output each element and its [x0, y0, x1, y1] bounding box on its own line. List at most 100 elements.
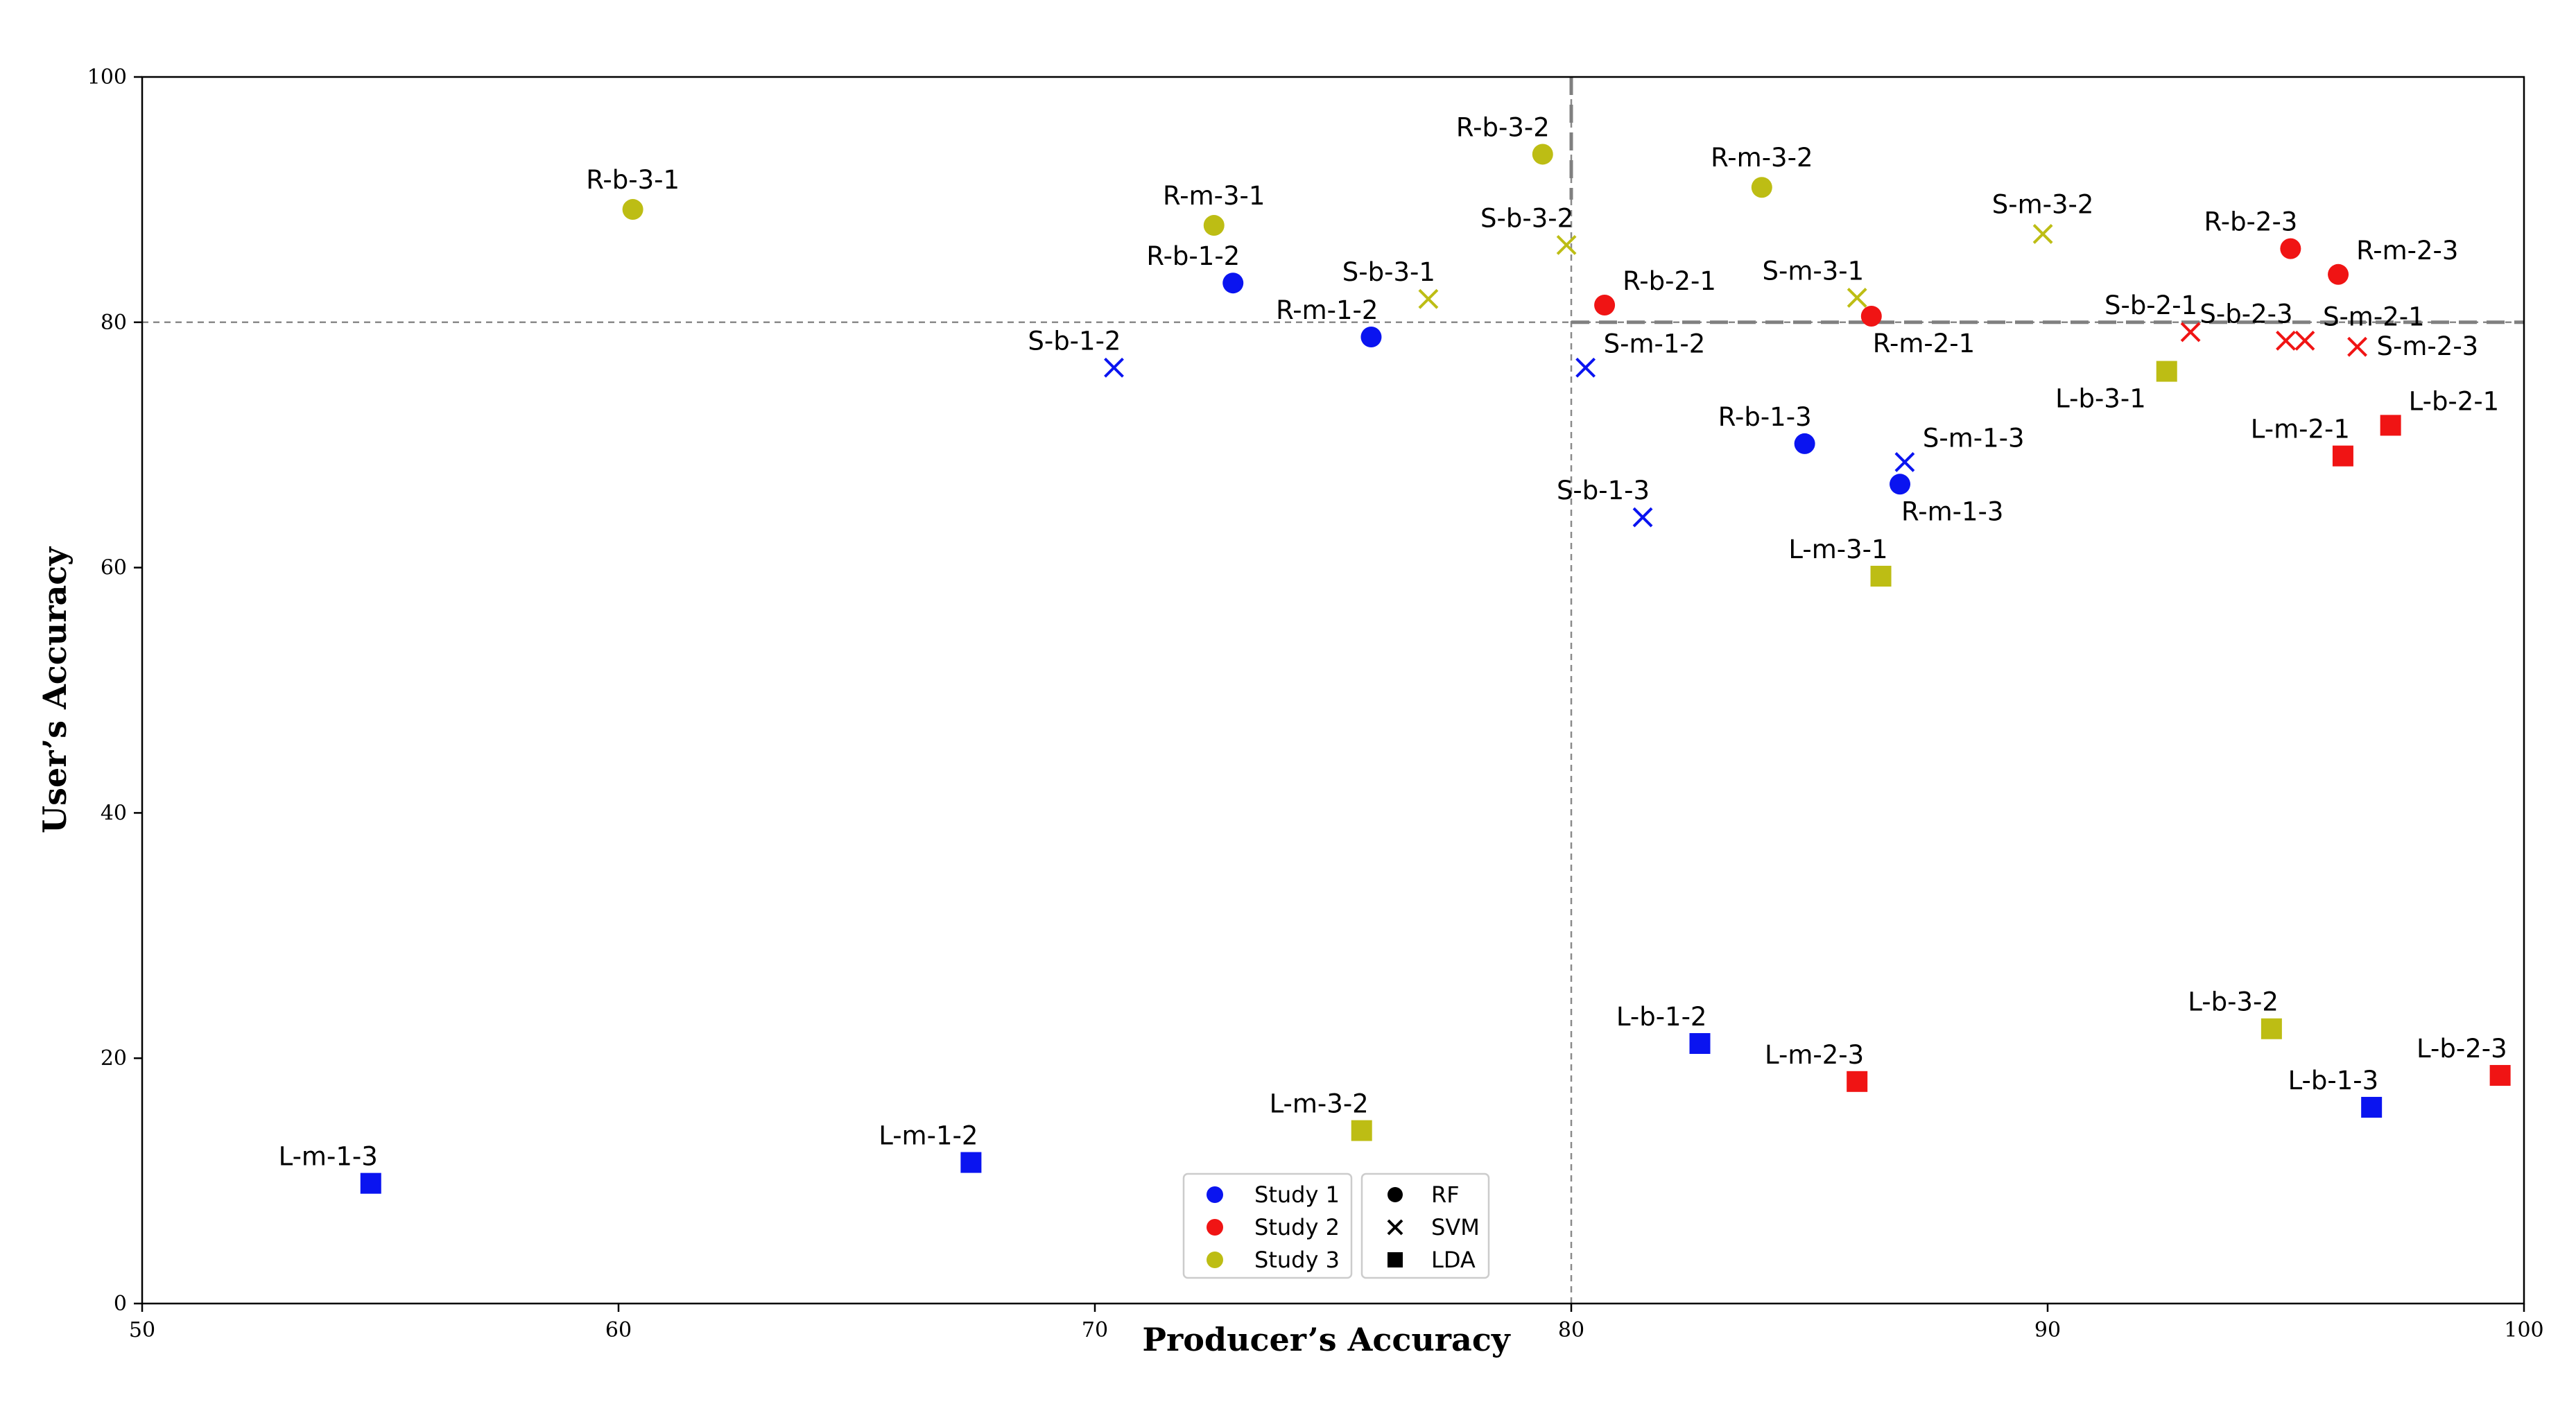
x-marker-stroke [2347, 336, 2367, 357]
data-point-r-m-2-3 [2328, 263, 2349, 285]
data-point-s-b-2-1 [2180, 322, 2201, 343]
plot-frame [141, 76, 2525, 1305]
y-tick-label: 100 [87, 65, 127, 89]
point-label: R-m-3-2 [1711, 143, 1813, 173]
reference-lines [142, 77, 2524, 1304]
point-label: R-m-2-1 [1873, 329, 1975, 358]
x-tick-label: 70 [1082, 1318, 1108, 1342]
data-point-r-b-2-1 [1594, 295, 1616, 316]
point-label: S-m-3-2 [1992, 189, 2094, 219]
data-point-l-b-3-1 [2156, 361, 2177, 382]
data-points [360, 144, 2511, 1194]
point-label: S-b-2-3 [2199, 299, 2292, 329]
x-marker-stroke [1632, 507, 1653, 528]
x-marker-stroke [1847, 288, 1867, 308]
data-point-r-b-3-2 [1532, 144, 1553, 165]
point-label: R-b-2-1 [1623, 266, 1716, 296]
x-marker-stroke [1387, 1219, 1403, 1236]
legend-marker-svm [1387, 1219, 1403, 1236]
y-tick-label: 60 [101, 556, 127, 580]
x-marker-stroke [2276, 330, 2296, 351]
legend-label: LDA [1431, 1247, 1476, 1273]
legend-label: Study 2 [1254, 1214, 1340, 1240]
point-label: L-m-2-3 [1765, 1040, 1864, 1070]
point-label: L-b-2-3 [2417, 1034, 2507, 1064]
x-marker-stroke [1104, 357, 1124, 378]
point-label: L-m-1-3 [279, 1142, 378, 1172]
data-point-r-m-1-3 [1890, 474, 1911, 495]
x-tick-label: 100 [2504, 1318, 2543, 1342]
x-marker-stroke [2180, 322, 2201, 343]
point-label: L-b-1-2 [1616, 1002, 1707, 1032]
x-tick-label: 50 [129, 1318, 155, 1342]
point-label: S-b-3-1 [1342, 257, 1435, 287]
data-point-r-b-2-3 [2280, 238, 2301, 259]
x-marker-stroke [1556, 234, 1577, 255]
point-label: S-b-1-3 [1557, 476, 1650, 505]
x-axis-title: Producer’s Accuracy [1142, 1321, 1510, 1358]
data-point-r-b-1-2 [1222, 272, 1244, 294]
point-label: S-m-1-3 [1923, 423, 2025, 453]
point-label: L-m-1-2 [879, 1121, 978, 1151]
data-point-l-b-2-1 [2380, 415, 2401, 436]
data-point-l-m-1-2 [960, 1152, 982, 1173]
data-point-l-m-3-1 [1870, 565, 1892, 587]
data-point-s-m-2-1 [2294, 330, 2315, 351]
point-label: R-m-1-2 [1276, 295, 1378, 325]
y-axis-title: User’s Accuracy [36, 546, 74, 833]
data-point-s-m-1-2 [1575, 357, 1596, 378]
x-marker-stroke [2294, 330, 2315, 351]
point-label: R-b-1-2 [1146, 241, 1240, 271]
x-marker-stroke [1575, 357, 1596, 378]
data-point-l-b-1-3 [2361, 1096, 2383, 1118]
data-point-s-m-3-2 [2032, 224, 2053, 244]
legend-label: Study 3 [1254, 1247, 1340, 1273]
point-label: S-m-2-1 [2323, 302, 2425, 331]
data-point-l-m-2-3 [1847, 1071, 1868, 1092]
data-point-r-m-3-2 [1751, 177, 1772, 198]
y-tick-label: 40 [101, 801, 127, 825]
point-label: S-b-2-1 [2104, 291, 2197, 320]
data-point-s-m-1-3 [1894, 452, 1915, 472]
x-marker-stroke [2032, 224, 2053, 244]
data-point-l-b-3-2 [2261, 1018, 2282, 1039]
data-point-l-b-2-3 [2489, 1064, 2511, 1086]
legend-label: SVM [1431, 1214, 1480, 1240]
point-label: R-m-1-3 [1901, 496, 2003, 526]
point-label: S-m-1-2 [1604, 329, 1706, 358]
point-label: R-m-3-1 [1163, 181, 1265, 211]
data-point-l-m-1-3 [360, 1172, 381, 1194]
point-label: S-b-3-2 [1480, 203, 1573, 233]
legend-marker-study-2 [1207, 1219, 1223, 1236]
x-tick-label: 90 [2034, 1318, 2061, 1342]
data-point-s-m-2-3 [2347, 336, 2367, 357]
point-label: L-m-3-2 [1270, 1089, 1369, 1119]
data-point-l-b-1-2 [1689, 1032, 1711, 1054]
legend-marker-lda [1388, 1252, 1403, 1267]
x-tick-label: 60 [605, 1318, 632, 1342]
data-point-r-m-1-2 [1360, 327, 1382, 348]
y-tick-label: 0 [114, 1292, 127, 1316]
point-label: S-m-3-1 [1763, 256, 1865, 286]
point-label: L-m-3-1 [1788, 535, 1887, 564]
data-point-r-m-2-1 [1860, 305, 1882, 327]
data-point-s-b-2-3 [2276, 330, 2296, 351]
legends: Study 1 Study 2 Study 3 RF SVM LDA [1182, 1172, 1490, 1279]
point-label: L-b-1-3 [2288, 1066, 2379, 1096]
data-point-s-b-3-1 [1418, 288, 1439, 309]
data-point-r-b-3-1 [622, 199, 643, 220]
point-label: R-m-2-3 [2356, 236, 2458, 266]
data-point-l-m-3-2 [1351, 1120, 1372, 1141]
legend-marker-study-3 [1207, 1252, 1223, 1268]
point-label: L-m-2-1 [2251, 415, 2350, 444]
point-label: R-b-3-2 [1456, 112, 1550, 142]
y-tick-label: 20 [101, 1046, 127, 1071]
x-marker-stroke [1894, 452, 1915, 472]
study-legend-box [1182, 1172, 1353, 1279]
data-point-s-m-3-1 [1847, 288, 1867, 308]
data-point-r-b-1-3 [1794, 433, 1815, 454]
y-tick-label: 80 [101, 311, 127, 335]
legend-marker-rf [1388, 1187, 1403, 1202]
point-label: S-b-1-2 [1028, 326, 1121, 356]
